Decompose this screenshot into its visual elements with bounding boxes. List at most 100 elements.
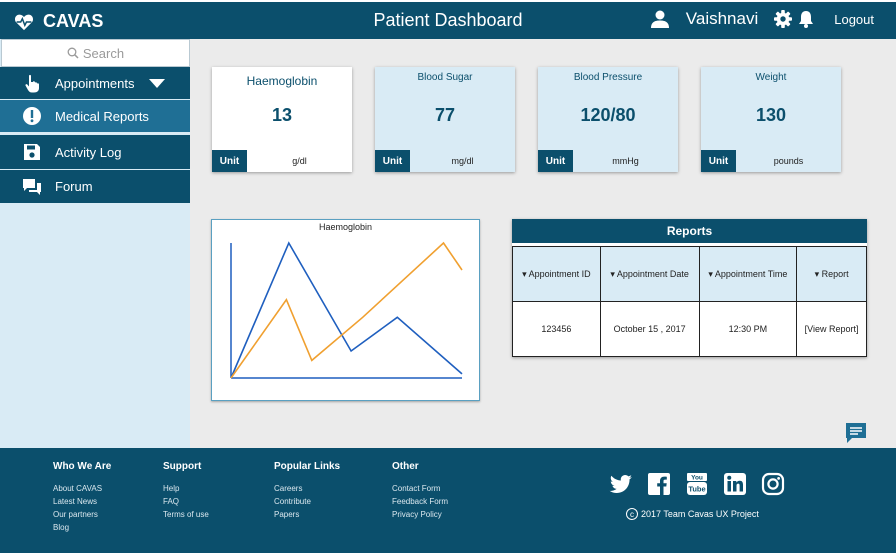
footer-link[interactable]: Contribute [274, 497, 311, 506]
haemoglobin-chart[interactable]: Haemoglobin [211, 219, 480, 401]
alert-icon [23, 107, 41, 125]
metric-card-blood-pressure[interactable]: Blood Pressure 120/80 Unit mmHg [538, 67, 678, 172]
unit-value: mmHg [612, 156, 639, 166]
linkedin-icon[interactable] [723, 472, 747, 496]
brand[interactable]: CAVAS [14, 11, 103, 32]
footer-link[interactable]: Feedback Form [392, 497, 449, 506]
search-input[interactable]: Search [1, 39, 190, 67]
chevron-down-icon[interactable] [149, 79, 165, 88]
copyright: c 2017 Team Cavas UX Project [626, 508, 759, 520]
reports-title: Reports [512, 219, 867, 243]
footer-heading: Support [163, 461, 202, 472]
card-title: Haemoglobin [246, 74, 318, 88]
svg-text:You: You [691, 475, 703, 482]
sidebar-item-label: Appointments [55, 75, 135, 91]
footer-link[interactable]: Papers [274, 510, 300, 519]
svg-text:Tube: Tube [688, 485, 705, 494]
sidebar-item-medical-reports[interactable]: Medical Reports [0, 100, 190, 133]
unit-value: g/dl [292, 156, 307, 166]
cell-appointment-id: 123456 [512, 301, 601, 357]
view-report-link[interactable]: [View Report] [796, 301, 867, 357]
footer-link[interactable]: Terms of use [163, 510, 209, 519]
forum-icon [23, 179, 41, 195]
heartbeat-icon [14, 14, 34, 30]
youtube-icon[interactable]: You Tube [685, 472, 709, 496]
card-value: 13 [271, 105, 293, 125]
gear-icon[interactable] [774, 10, 793, 28]
cell-appointment-date: October 15 , 2017 [599, 301, 700, 357]
bell-icon[interactable] [798, 10, 814, 28]
copyright-text: 2017 Team Cavas UX Project [641, 509, 759, 519]
footer-link[interactable]: Careers [274, 484, 303, 493]
card-title: Blood Sugar [417, 72, 473, 83]
sidebar-item-appointments[interactable]: Appointments [0, 67, 190, 100]
footer-link[interactable]: Latest News [53, 497, 98, 506]
sidebar-item-label: Activity Log [55, 144, 122, 160]
user-icon[interactable] [650, 9, 670, 29]
footer-link[interactable]: FAQ [163, 497, 180, 506]
copyright-icon: c [626, 508, 638, 520]
footer-link[interactable]: Our partners [53, 510, 98, 519]
footer-column-popular-links: Popular Links Careers Contribute Papers [274, 461, 340, 521]
brand-name: CAVAS [43, 11, 104, 31]
footer-heading: Who We Are [53, 461, 112, 472]
chart-series-line-1 [230, 241, 463, 379]
column-header-appointment-date[interactable]: ▾ Appointment Date [599, 246, 700, 302]
footer-column-support: Support Help FAQ Terms of use [163, 461, 209, 521]
footer-link[interactable]: Contact Form [392, 484, 441, 493]
cell-appointment-time: 12:30 PM [698, 301, 798, 357]
unit-value: pounds [773, 156, 804, 166]
unit-tag: Unit [375, 150, 410, 172]
sidebar-item-forum[interactable]: Forum [0, 170, 190, 204]
footer-link[interactable]: Privacy Policy [392, 510, 442, 519]
column-header-appointment-id[interactable]: ▾ Appointment ID [512, 246, 601, 302]
metric-card-weight[interactable]: Weight 130 Unit pounds [701, 67, 841, 172]
user-area: Vaishnavi Logout [650, 9, 874, 29]
sidebar-item-label: Medical Reports [55, 108, 149, 124]
column-header-report[interactable]: ▾ Report [796, 246, 867, 302]
sidebar-item-activity-log[interactable]: Activity Log [0, 135, 190, 170]
metric-card-blood-sugar[interactable]: Blood Sugar 77 Unit mg/dl [375, 67, 515, 172]
username[interactable]: Vaishnavi [685, 9, 759, 28]
touch-icon [25, 74, 39, 93]
table-row: 123456 October 15 , 2017 12:30 PM [View … [512, 301, 867, 357]
page-title: Patient Dashboard [373, 10, 523, 30]
sidebar: Search Appointments Medical Reports Acti… [0, 39, 190, 448]
save-icon [24, 144, 40, 160]
social-links: You Tube [609, 472, 785, 496]
column-header-appointment-time[interactable]: ▾ Appointment Time [698, 246, 798, 302]
unit-tag: Unit [538, 150, 573, 172]
table-header-row: ▾ Appointment ID ▾ Appointment Date ▾ Ap… [512, 246, 867, 302]
card-title: Blood Pressure [573, 72, 643, 83]
footer-link[interactable]: About CAVAS [53, 484, 103, 493]
reports-table: ▾ Appointment ID ▾ Appointment Date ▾ Ap… [512, 246, 867, 357]
card-title: Weight [755, 72, 787, 83]
sidebar-item-label: Forum [55, 179, 93, 194]
search-placeholder: Search [82, 45, 125, 61]
unit-tag: Unit [701, 150, 736, 172]
metric-card-haemoglobin[interactable]: Haemoglobin 13 Unit g/dl [212, 67, 352, 172]
footer-heading: Popular Links [274, 461, 341, 472]
twitter-icon[interactable] [609, 472, 633, 496]
search-icon [67, 47, 79, 59]
chart-title: Haemoglobin [318, 222, 373, 232]
footer-heading: Other [392, 461, 419, 472]
top-header: CAVAS Patient Dashboard Vaishnavi Logout [0, 0, 896, 39]
chat-icon[interactable] [845, 422, 867, 444]
card-value: 120/80 [580, 105, 636, 125]
footer-column-other: Other Contact Form Feedback Form Privacy… [392, 461, 448, 521]
logout-link[interactable]: Logout [834, 11, 874, 27]
footer: Who We Are About CAVAS Latest News Our p… [0, 448, 896, 553]
chart-plot [230, 241, 463, 379]
facebook-icon[interactable] [647, 472, 671, 496]
unit-tag: Unit [212, 150, 247, 172]
footer-link[interactable]: Help [163, 484, 180, 493]
chart-series-line-2 [230, 241, 463, 379]
card-value: 130 [755, 105, 787, 125]
footer-link[interactable]: Blog [53, 523, 70, 532]
instagram-icon[interactable] [761, 472, 785, 496]
unit-value: mg/dl [451, 156, 474, 166]
card-value: 77 [434, 105, 456, 125]
reports-panel: Reports ▾ Appointment ID ▾ Appointment D… [512, 219, 867, 357]
footer-column-who-we-are: Who We Are About CAVAS Latest News Our p… [53, 461, 111, 534]
